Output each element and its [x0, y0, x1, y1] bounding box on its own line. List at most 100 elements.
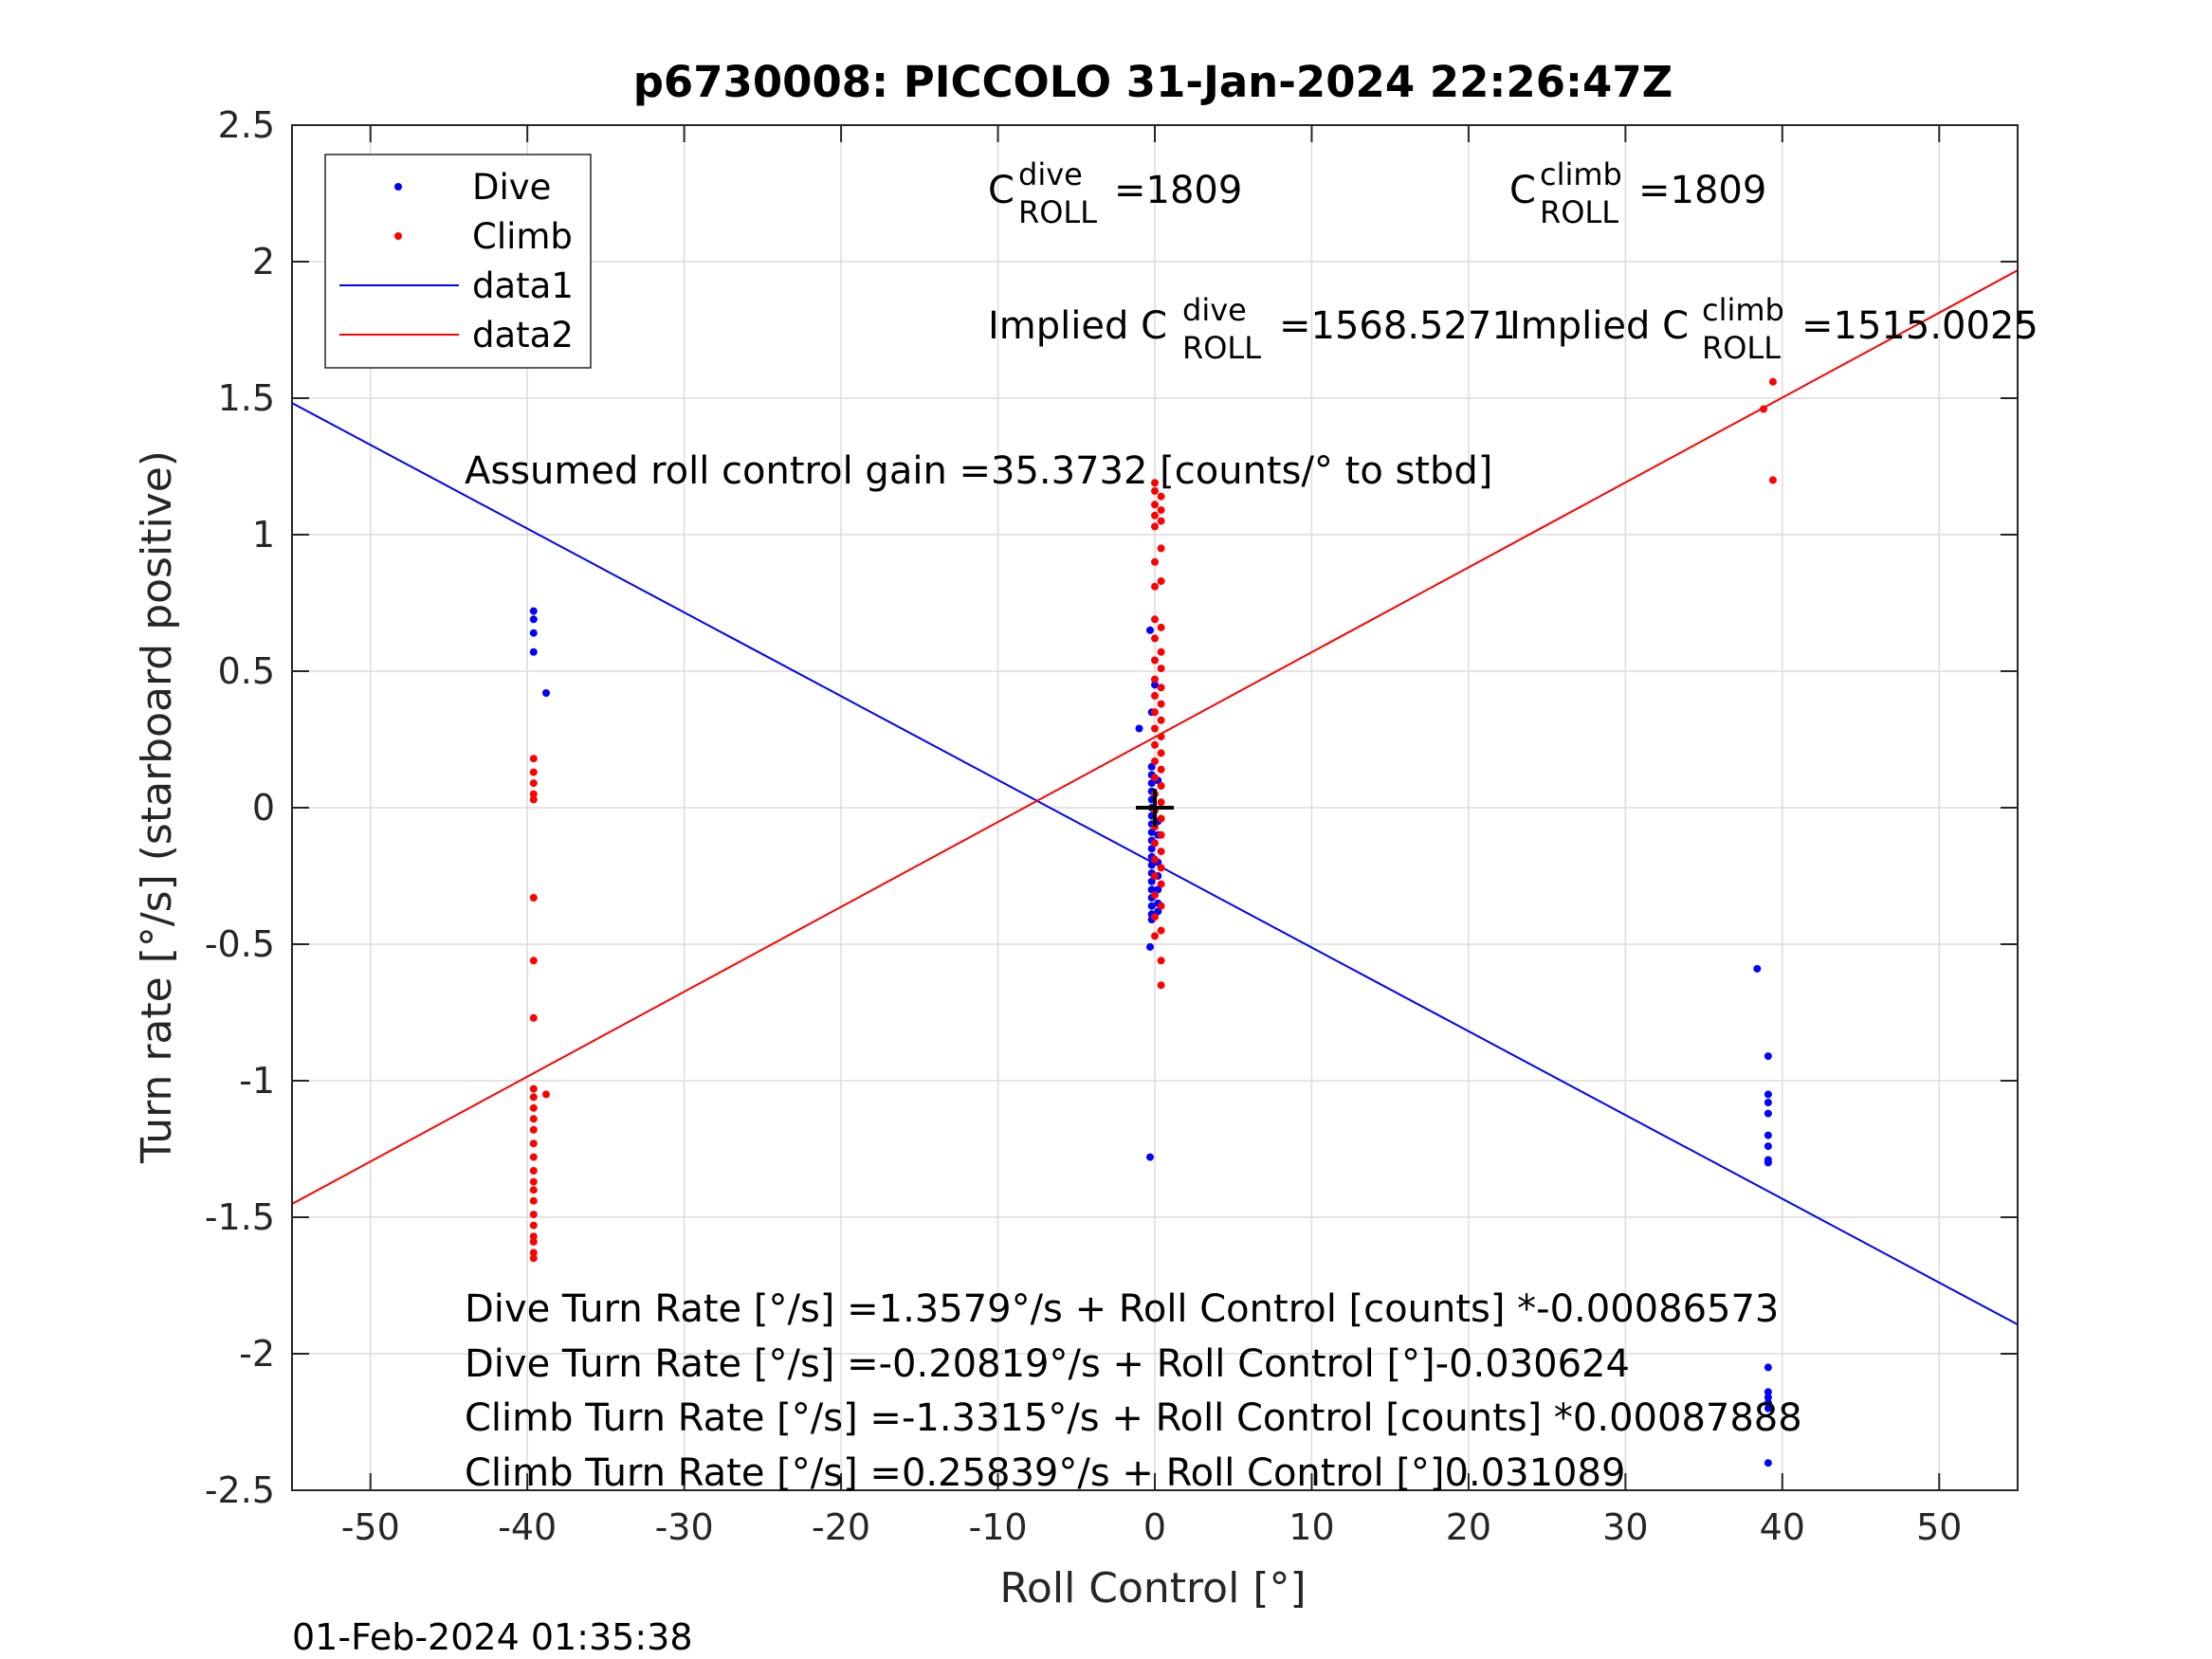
climb-point [1151, 691, 1159, 700]
legend: Dive Climb data1 data2 [324, 154, 592, 369]
climb-point [1157, 506, 1165, 515]
data-points [529, 377, 1777, 1468]
climb-point [1157, 749, 1165, 757]
climb-point [1157, 864, 1165, 872]
dive-point [1764, 1158, 1772, 1167]
y-tick-label: -2.5 [205, 1469, 275, 1511]
climb-point [529, 1013, 538, 1022]
y-tick-label: 0 [252, 787, 275, 829]
legend-climb-marker [394, 232, 402, 240]
legend-dive-label: Dive [472, 167, 551, 208]
climb-point [1157, 814, 1165, 823]
legend-climb-label: Climb [472, 216, 573, 257]
climb-point [1157, 623, 1165, 631]
dive-point [529, 647, 538, 656]
dive-point [529, 607, 538, 615]
climb-point [1157, 492, 1165, 501]
equation-dive-degrees: Dive Turn Rate [°/s] =-0.20819°/s + Roll… [465, 1342, 1630, 1386]
climb-point [529, 1211, 538, 1219]
x-tick-label: 10 [1289, 1506, 1334, 1548]
climb-point [529, 1254, 538, 1263]
dive-point [1764, 1394, 1772, 1402]
climb-point [1151, 634, 1159, 643]
dive-point [1146, 626, 1154, 634]
climb-point [1157, 902, 1165, 910]
dive-point [1147, 861, 1156, 869]
dive-point [1151, 681, 1159, 689]
dive-point [1147, 902, 1156, 910]
climb-point [1157, 647, 1165, 656]
x-tick-label: 40 [1760, 1506, 1805, 1548]
climb-point [1151, 932, 1159, 940]
climb-point [1151, 557, 1159, 566]
climb-point [1157, 830, 1165, 839]
climb-point [1157, 848, 1165, 856]
climb-point [1157, 700, 1165, 708]
dive-point [1764, 1052, 1772, 1061]
climb-point [529, 1237, 538, 1246]
x-tick-label: -40 [498, 1506, 557, 1548]
climb-point [529, 1153, 538, 1161]
x-tick-label: 20 [1446, 1506, 1491, 1548]
legend-data1-label: data1 [472, 265, 574, 306]
dive-point [1764, 1099, 1772, 1106]
equation-climb-degrees: Climb Turn Rate [°/s] =0.25839°/s + Roll… [465, 1451, 1625, 1495]
climb-point [529, 957, 538, 965]
climb-point [1151, 522, 1159, 531]
x-tick-label: 0 [1143, 1506, 1166, 1548]
climb-point [1151, 724, 1159, 733]
dive-point [1764, 1142, 1772, 1151]
chart-title: p6730008: PICCOLO 31-Jan-2024 22:26:47Z [633, 57, 1673, 107]
y-tick-label: -0.5 [205, 923, 275, 965]
x-axis-label: Roll Control [°] [999, 1564, 1306, 1613]
y-tick-label: 1.5 [218, 377, 275, 419]
dive-point [542, 689, 550, 697]
dive-point [1764, 1388, 1772, 1396]
dive-point [1154, 885, 1162, 894]
dive-point [1135, 724, 1143, 733]
climb-point [1157, 926, 1165, 935]
y-tick-label: -1 [239, 1060, 275, 1102]
climb-point [1157, 517, 1165, 525]
climb-point [529, 1125, 538, 1134]
climb-point [1151, 675, 1159, 684]
climb-point [1151, 757, 1159, 765]
dive-point [529, 629, 538, 637]
climb-point [529, 779, 538, 788]
x-tick-label: 50 [1916, 1506, 1962, 1548]
x-tick-label: -20 [812, 1506, 870, 1548]
y-axis-label: Turn rate [°/s] (starboard positive) [133, 450, 181, 1164]
climb-point [1768, 476, 1777, 484]
legend-dive-marker [394, 183, 402, 191]
climb-point [1157, 684, 1165, 692]
climb-point [529, 795, 538, 804]
x-tick-label: 30 [1602, 1506, 1648, 1548]
x-tick-label: -50 [341, 1506, 400, 1548]
climb-point [529, 1085, 538, 1093]
tick-labels: -50 -40 -30 -20 -10 0 10 20 30 40 50-2.5-2-1.5-1-0… [205, 104, 1963, 1548]
dive-point [1146, 942, 1154, 951]
climb-point [529, 1093, 538, 1102]
legend-data2-label: data2 [472, 315, 574, 356]
climb-point [1151, 839, 1159, 848]
dive-point [1764, 1090, 1772, 1099]
x-tick-label: -30 [655, 1506, 714, 1548]
climb-point [1157, 577, 1165, 585]
dive-point [1147, 885, 1156, 894]
y-tick-label: -1.5 [205, 1196, 275, 1238]
climb-point [529, 1139, 538, 1148]
dive-point [1764, 1363, 1772, 1372]
climb-point [1151, 872, 1159, 880]
dive-point [1764, 1131, 1772, 1139]
climb-point [1151, 913, 1159, 921]
dive-point [1764, 1404, 1772, 1413]
plot-frame [291, 124, 2019, 1491]
climb-point [529, 755, 538, 763]
climb-point [1151, 656, 1159, 665]
equation-climb-counts: Climb Turn Rate [°/s] =-1.3315°/s + Roll… [465, 1396, 1802, 1440]
